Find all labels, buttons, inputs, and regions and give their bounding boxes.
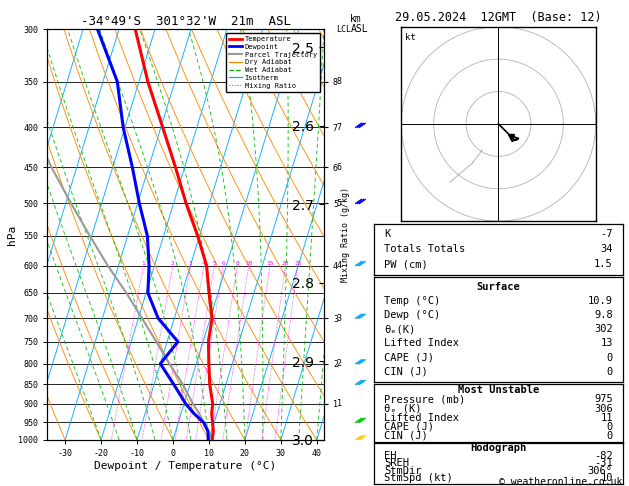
Text: K: K: [384, 229, 391, 239]
Text: 7: 7: [337, 123, 342, 132]
Title: 29.05.2024  12GMT  (Base: 12): 29.05.2024 12GMT (Base: 12): [395, 11, 602, 24]
Text: Temp (°C): Temp (°C): [384, 296, 440, 306]
Text: CAPE (J): CAPE (J): [384, 352, 434, 363]
Text: StmSpd (kt): StmSpd (kt): [384, 473, 453, 484]
Title: -34°49'S  301°32'W  21m  ASL: -34°49'S 301°32'W 21m ASL: [81, 15, 291, 28]
Text: Surface: Surface: [477, 282, 520, 292]
Text: 6: 6: [221, 260, 225, 265]
Text: 1: 1: [142, 260, 145, 265]
Text: 13: 13: [600, 338, 613, 348]
Text: Dewp (°C): Dewp (°C): [384, 310, 440, 320]
Text: © weatheronline.co.uk: © weatheronline.co.uk: [499, 477, 623, 486]
Text: 0: 0: [606, 431, 613, 441]
Text: 20: 20: [282, 260, 289, 265]
Text: 15: 15: [266, 260, 274, 265]
Text: θₑ(K): θₑ(K): [384, 324, 415, 334]
Text: km: km: [350, 14, 362, 24]
Text: 10.9: 10.9: [587, 296, 613, 306]
Text: 306°: 306°: [587, 466, 613, 476]
Text: Hodograph: Hodograph: [470, 443, 526, 453]
Text: EH: EH: [384, 451, 397, 461]
Text: -82: -82: [594, 451, 613, 461]
Text: 0: 0: [606, 366, 613, 377]
Text: Pressure (mb): Pressure (mb): [384, 395, 465, 404]
Text: 11: 11: [600, 413, 613, 423]
Text: StmDir: StmDir: [384, 466, 421, 476]
Text: 34: 34: [600, 244, 613, 254]
Text: 975: 975: [594, 395, 613, 404]
Text: 2: 2: [337, 359, 342, 368]
Text: Most Unstable: Most Unstable: [458, 385, 539, 395]
Text: CIN (J): CIN (J): [384, 431, 428, 441]
Text: PW (cm): PW (cm): [384, 259, 428, 269]
Y-axis label: Mixing Ratio (g/kg): Mixing Ratio (g/kg): [341, 187, 350, 282]
Text: 8: 8: [337, 77, 342, 86]
Text: 9.8: 9.8: [594, 310, 613, 320]
Text: 0: 0: [606, 352, 613, 363]
Text: Lifted Index: Lifted Index: [384, 338, 459, 348]
Text: 306: 306: [594, 403, 613, 414]
Text: θₑ (K): θₑ (K): [384, 403, 421, 414]
Text: 1.5: 1.5: [594, 259, 613, 269]
Text: 1: 1: [337, 399, 342, 408]
Text: LCL: LCL: [337, 25, 352, 34]
Text: Lifted Index: Lifted Index: [384, 413, 459, 423]
Text: 5: 5: [337, 199, 342, 208]
Text: 3: 3: [337, 313, 342, 323]
Text: ASL: ASL: [350, 24, 368, 34]
Text: 3: 3: [189, 260, 192, 265]
Text: SREH: SREH: [384, 458, 409, 469]
Text: 5: 5: [213, 260, 216, 265]
Text: kt: kt: [404, 33, 415, 42]
Text: CAPE (J): CAPE (J): [384, 422, 434, 432]
Text: 2: 2: [170, 260, 174, 265]
Text: 10: 10: [600, 473, 613, 484]
Text: Totals Totals: Totals Totals: [384, 244, 465, 254]
Text: 6: 6: [337, 163, 342, 172]
Text: -7: -7: [600, 229, 613, 239]
X-axis label: Dewpoint / Temperature (°C): Dewpoint / Temperature (°C): [94, 461, 277, 470]
Text: 302: 302: [594, 324, 613, 334]
Legend: Temperature, Dewpoint, Parcel Trajectory, Dry Adiabat, Wet Adiabat, Isotherm, Mi: Temperature, Dewpoint, Parcel Trajectory…: [226, 33, 320, 92]
Y-axis label: hPa: hPa: [7, 225, 17, 244]
Text: 8: 8: [235, 260, 239, 265]
Text: 10: 10: [245, 260, 252, 265]
Text: 4: 4: [337, 261, 342, 270]
Text: 25: 25: [294, 260, 301, 265]
Text: 4: 4: [202, 260, 206, 265]
Text: CIN (J): CIN (J): [384, 366, 428, 377]
Text: -31: -31: [594, 458, 613, 469]
Text: 0: 0: [606, 422, 613, 432]
